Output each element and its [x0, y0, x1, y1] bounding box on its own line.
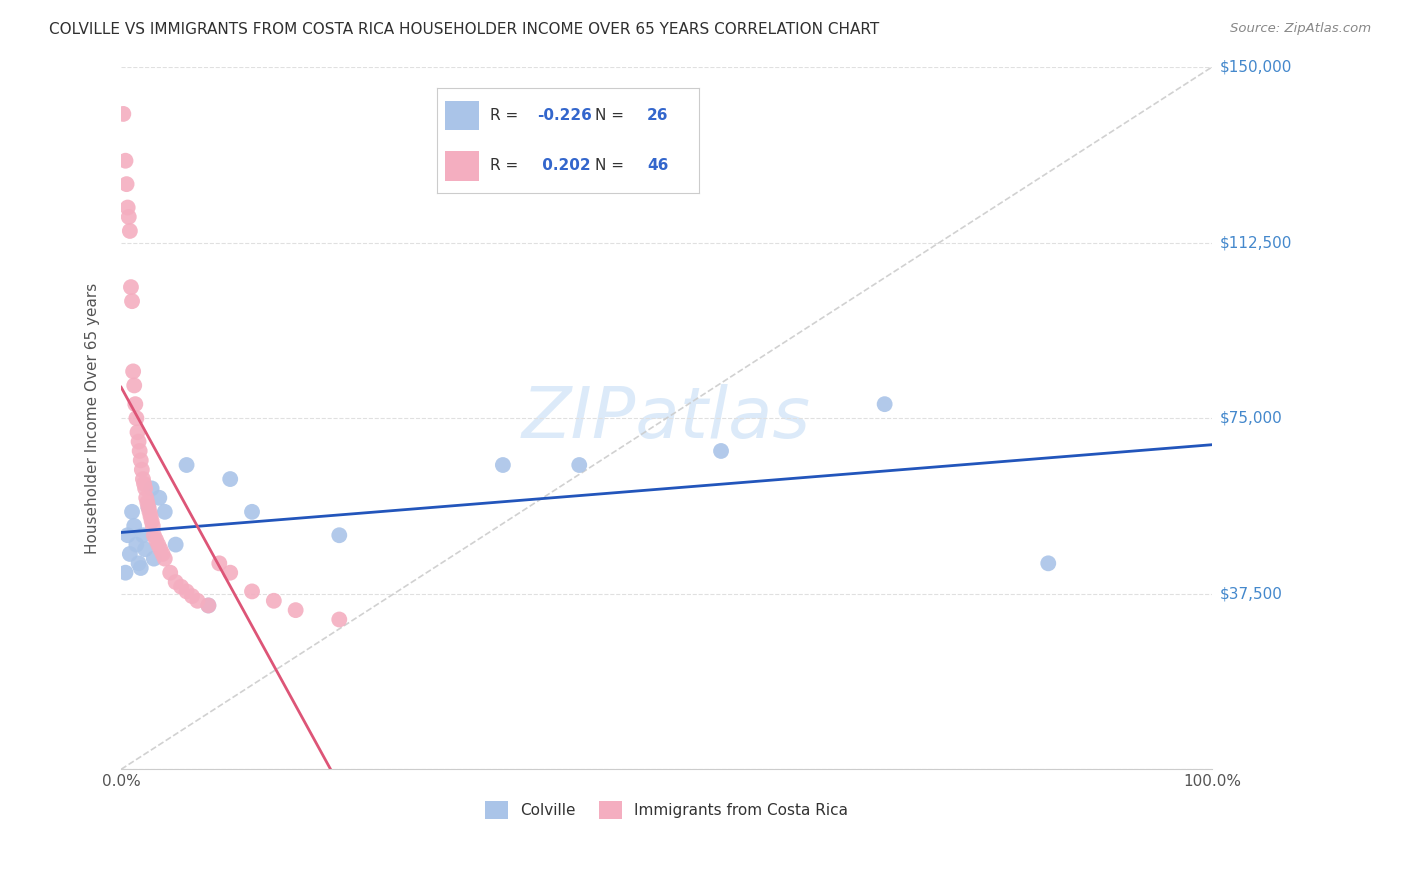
Text: $37,500: $37,500	[1220, 586, 1284, 601]
Point	[176, 584, 198, 599]
Point	[142, 551, 165, 566]
Point	[138, 500, 160, 515]
Y-axis label: Householder Income Over 65 years: Householder Income Over 65 years	[86, 283, 100, 554]
Text: $75,000: $75,000	[1220, 410, 1282, 425]
Point	[122, 519, 145, 533]
Point	[148, 491, 170, 505]
Point	[145, 533, 167, 547]
Point	[117, 528, 139, 542]
Point	[328, 613, 350, 627]
Point	[170, 580, 193, 594]
Point	[263, 594, 285, 608]
Point	[134, 542, 156, 557]
Point	[114, 153, 136, 168]
Point	[240, 505, 263, 519]
Point	[141, 482, 163, 496]
Point	[159, 566, 181, 580]
Point	[197, 599, 219, 613]
Point	[492, 458, 515, 472]
Point	[153, 505, 176, 519]
Point	[219, 566, 242, 580]
Point	[134, 482, 156, 496]
Point	[127, 425, 149, 440]
Legend: Colville, Immigrants from Costa Rica: Colville, Immigrants from Costa Rica	[479, 795, 853, 825]
Point	[114, 566, 136, 580]
Point	[284, 603, 307, 617]
Point	[219, 472, 242, 486]
Point	[328, 528, 350, 542]
Point	[165, 575, 187, 590]
Point	[142, 519, 165, 533]
Point	[176, 458, 198, 472]
Point	[131, 463, 153, 477]
Point	[165, 538, 187, 552]
Point	[118, 224, 141, 238]
Point	[128, 444, 150, 458]
Point	[120, 280, 142, 294]
Point	[873, 397, 896, 411]
Point	[129, 453, 152, 467]
Point	[112, 107, 135, 121]
Point	[118, 547, 141, 561]
Point	[153, 551, 176, 566]
Point	[136, 495, 159, 509]
Point	[152, 547, 174, 561]
Point	[138, 505, 160, 519]
Point	[208, 557, 231, 571]
Point	[148, 538, 170, 552]
Point	[128, 557, 150, 571]
Point	[197, 599, 219, 613]
Point	[138, 500, 160, 515]
Point	[710, 444, 733, 458]
Point	[132, 476, 155, 491]
Point	[240, 584, 263, 599]
Point	[122, 364, 145, 378]
Point	[132, 472, 155, 486]
Point	[139, 509, 162, 524]
Point	[132, 528, 155, 542]
Text: Source: ZipAtlas.com: Source: ZipAtlas.com	[1230, 22, 1371, 36]
Text: COLVILLE VS IMMIGRANTS FROM COSTA RICA HOUSEHOLDER INCOME OVER 65 YEARS CORRELAT: COLVILLE VS IMMIGRANTS FROM COSTA RICA H…	[49, 22, 880, 37]
Point	[149, 542, 172, 557]
Point	[142, 528, 165, 542]
Point	[129, 561, 152, 575]
Point	[1038, 557, 1060, 571]
Text: $150,000: $150,000	[1220, 60, 1292, 75]
Point	[118, 210, 141, 224]
Point	[121, 294, 143, 309]
Point	[115, 177, 138, 191]
Point	[128, 434, 150, 449]
Point	[181, 589, 204, 603]
Text: $112,500: $112,500	[1220, 235, 1292, 250]
Point	[117, 201, 139, 215]
Point	[125, 411, 148, 425]
Point	[124, 397, 146, 411]
Point	[122, 378, 145, 392]
Point	[121, 505, 143, 519]
Point	[141, 514, 163, 528]
Point	[568, 458, 591, 472]
Point	[135, 491, 157, 505]
Text: ZIPatlas: ZIPatlas	[522, 384, 811, 453]
Point	[186, 594, 208, 608]
Point	[125, 538, 148, 552]
